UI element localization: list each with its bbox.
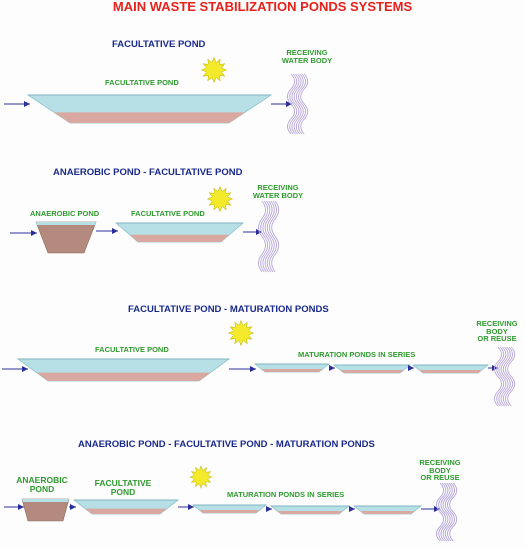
s4-sun: [189, 465, 213, 489]
s3-facultative-label: FACULTATIVE POND: [95, 345, 169, 354]
s4-facultative-line-1: FACULTATIVE: [94, 478, 152, 488]
s3-facultative-pond: [16, 358, 231, 382]
s4-anaerobic-pond: [21, 498, 70, 522]
s4-facultative-line-2: POND: [110, 486, 136, 497]
s4-anaerobic-line-2: POND: [29, 483, 55, 494]
s3-maturation-pond-1: [253, 363, 331, 373]
s3-maturation-pond-2: [332, 364, 412, 374]
s3-receiving-line-3: OR REUSE: [477, 334, 517, 343]
s4-anaerobic-label: ANAEROBIC POND: [8, 476, 76, 493]
s1-receiving-label: RECEIVING WATER BODY: [281, 49, 333, 64]
section-2-title: ANAEROBIC POND - FACULTATIVE POND: [53, 167, 243, 178]
s2-receiving-line-2: WATER BODY: [252, 190, 304, 200]
s2-anaerobic-label: ANAEROBIC POND: [30, 209, 100, 218]
s4-maturation-label: MATURATION PONDS IN SERIES: [227, 490, 345, 499]
s4-receiving-line-3: OR REUSE: [420, 473, 460, 482]
s3-receiving-label: RECEIVING BODY OR REUSE: [474, 320, 520, 343]
s1-facultative-label: FACULTATIVE POND: [105, 78, 179, 87]
s2-anaerobic-pond: [35, 221, 97, 254]
s3-sun: [227, 319, 255, 347]
s1-sun: [200, 56, 228, 84]
s4-receiving-line-2: BODY: [429, 465, 451, 475]
s4-maturation-pond-1: [191, 504, 268, 514]
s3-receiving-river: [494, 346, 516, 407]
s3-maturation-label: MATURATION PONDS IN SERIES: [298, 350, 416, 359]
s4-receiving-line-1: RECEIVING: [419, 458, 461, 467]
s1-receiving-river: [287, 73, 309, 135]
s4-maturation-pond-2: [269, 505, 351, 515]
s3-maturation-pond-3: [411, 364, 490, 374]
section-3-title: FACULTATIVE POND - MATURATION PONDS: [128, 304, 329, 315]
s3-receiving-line-2: BODY: [486, 326, 508, 336]
s4-receiving-river: [436, 482, 458, 542]
s2-sun: [206, 185, 234, 213]
s2-receiving-line-1: RECEIVING: [257, 183, 299, 192]
s3-receiving-line-1: RECEIVING: [476, 319, 518, 328]
s1-receiving-line-2: WATER BODY: [281, 55, 333, 65]
section-1-title: FACULTATIVE POND: [112, 39, 206, 50]
s2-receiving-label: RECEIVING WATER BODY: [252, 184, 304, 199]
s2-facultative-label: FACULTATIVE POND: [131, 209, 205, 218]
s2-receiving-river: [258, 200, 280, 273]
main-title: MAIN WASTE STABILIZATION PONDS SYSTEMS: [112, 0, 413, 14]
s4-receiving-label: RECEIVING BODY OR REUSE: [417, 459, 463, 482]
s4-anaerobic-line-1: ANAEROBIC: [16, 475, 68, 485]
s4-facultative-pond: [72, 499, 180, 515]
s2-facultative-pond: [114, 222, 245, 243]
s4-maturation-pond-3: [352, 505, 423, 515]
section-4-title: ANAEROBIC POND - FACULTATIVE POND - MATU…: [78, 439, 375, 450]
s1-receiving-line-1: RECEIVING: [286, 48, 328, 57]
s1-facultative-pond: [26, 94, 273, 124]
s4-facultative-label: FACULTATIVE POND: [86, 479, 160, 496]
